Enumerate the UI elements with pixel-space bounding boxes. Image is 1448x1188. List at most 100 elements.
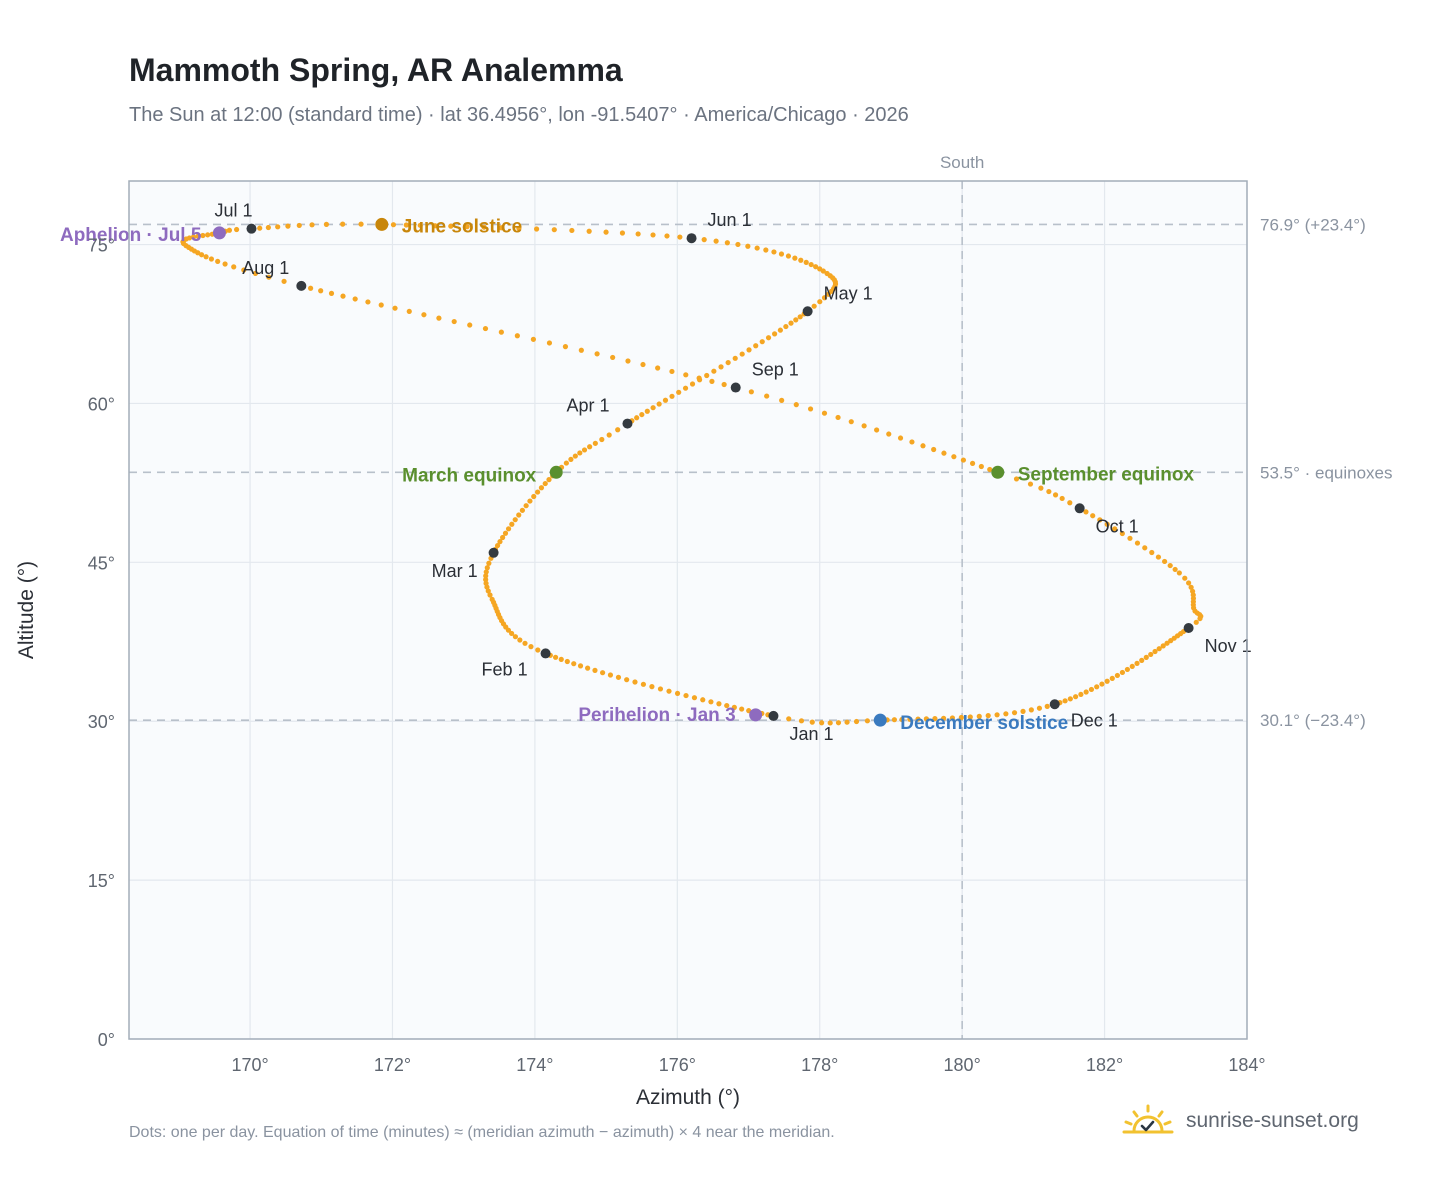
- month-label: Jan 1: [789, 724, 833, 744]
- daily-dot: [594, 351, 600, 357]
- daily-dot: [533, 226, 540, 232]
- daily-dot: [1097, 517, 1103, 523]
- daily-dot: [417, 222, 423, 228]
- daily-dot: [1013, 476, 1020, 482]
- daily-dot: [190, 234, 197, 240]
- daily-dot: [365, 299, 371, 305]
- month-marker: [622, 418, 633, 429]
- daily-dot: [941, 450, 947, 456]
- daily-dot: [861, 423, 867, 429]
- daily-dot: [1119, 530, 1125, 537]
- daily-dot: [1003, 711, 1009, 717]
- daily-dot: [718, 364, 724, 370]
- event-marker: [991, 465, 1005, 479]
- daily-dot: [1109, 675, 1115, 681]
- daily-dot: [542, 480, 548, 487]
- daily-dot: [745, 243, 751, 249]
- daily-dot: [708, 699, 714, 705]
- daily-dot: [677, 234, 683, 240]
- daily-dot: [886, 431, 892, 437]
- daily-dot: [1142, 545, 1148, 551]
- daily-dot: [1134, 660, 1140, 666]
- daily-dot: [1148, 651, 1154, 658]
- event-label: June solstice: [402, 216, 522, 237]
- daily-dot: [226, 227, 233, 233]
- daily-dot: [577, 450, 583, 456]
- daily-dot: [711, 368, 717, 374]
- month-marker: [1074, 503, 1085, 514]
- daily-dot: [323, 221, 330, 227]
- daily-dot: [700, 697, 706, 703]
- daily-dot: [432, 223, 438, 229]
- daily-dot: [624, 677, 630, 683]
- x-tick-label: 182°: [1086, 1055, 1123, 1075]
- daily-dot: [746, 347, 752, 353]
- daily-dot: [615, 427, 621, 433]
- daily-dot: [308, 285, 314, 291]
- y-axis-label: Altitude (°): [15, 561, 38, 659]
- month-label: Dec 1: [1071, 710, 1118, 730]
- x-tick-label: 174°: [516, 1055, 553, 1075]
- daily-dot: [635, 231, 641, 237]
- daily-dot: [824, 270, 830, 277]
- daily-dot: [281, 278, 287, 284]
- daily-dot: [1067, 500, 1073, 506]
- daily-dot: [853, 718, 860, 725]
- daily-dot: [406, 308, 412, 315]
- daily-dot: [657, 686, 664, 692]
- daily-dot: [467, 322, 473, 328]
- daily-dot: [897, 435, 904, 441]
- daily-dot: [1011, 710, 1018, 716]
- daily-dot: [241, 267, 247, 273]
- brand-name[interactable]: sunrise-sunset.org: [1186, 1109, 1359, 1132]
- daily-dot: [1160, 643, 1166, 649]
- daily-dot: [716, 701, 722, 707]
- x-tick-label: 184°: [1228, 1055, 1265, 1075]
- daily-dot: [1073, 694, 1079, 700]
- daily-dot: [656, 401, 662, 407]
- brand[interactable]: sunrise-sunset.org: [1120, 1104, 1359, 1138]
- daily-dot: [586, 228, 592, 234]
- daily-dot: [519, 507, 526, 513]
- daily-dot: [724, 702, 730, 709]
- daily-dot: [592, 440, 598, 446]
- daily-dot: [907, 716, 913, 722]
- daily-dot: [1020, 708, 1026, 714]
- daily-dot: [640, 361, 646, 368]
- daily-dot: [1134, 540, 1141, 546]
- daily-dot: [713, 238, 719, 244]
- plot-area: [129, 181, 1247, 1039]
- event-label: Perihelion · Jan 3: [578, 705, 735, 726]
- x-tick-label: 170°: [231, 1055, 268, 1075]
- daily-dot: [615, 674, 622, 680]
- month-marker: [540, 648, 551, 659]
- daily-dot: [674, 690, 681, 697]
- daily-dot: [275, 224, 281, 230]
- month-label: Oct 1: [1096, 516, 1139, 536]
- daily-dot: [512, 634, 519, 640]
- daily-dot: [759, 339, 765, 345]
- daily-dot: [487, 592, 493, 598]
- event-marker: [212, 226, 226, 240]
- daily-dot: [516, 225, 522, 231]
- daily-dot: [498, 329, 504, 335]
- daily-dot: [340, 293, 346, 299]
- month-label: Nov 1: [1205, 636, 1252, 656]
- daily-dot: [581, 447, 588, 453]
- daily-dot: [222, 261, 228, 267]
- daily-dot: [763, 247, 769, 253]
- daily-dot: [1156, 646, 1162, 652]
- daily-dot: [231, 264, 237, 270]
- daily-dot: [534, 489, 541, 495]
- reference-line-label: 53.5° · equinoxes: [1260, 463, 1393, 482]
- daily-dot: [732, 355, 738, 361]
- daily-dot: [771, 249, 777, 255]
- daily-dot: [724, 240, 730, 246]
- daily-dot: [494, 542, 501, 549]
- daily-dot: [535, 647, 541, 653]
- daily-dot: [195, 233, 201, 239]
- daily-dot: [683, 372, 689, 378]
- month-marker: [730, 382, 741, 393]
- month-marker: [802, 306, 813, 317]
